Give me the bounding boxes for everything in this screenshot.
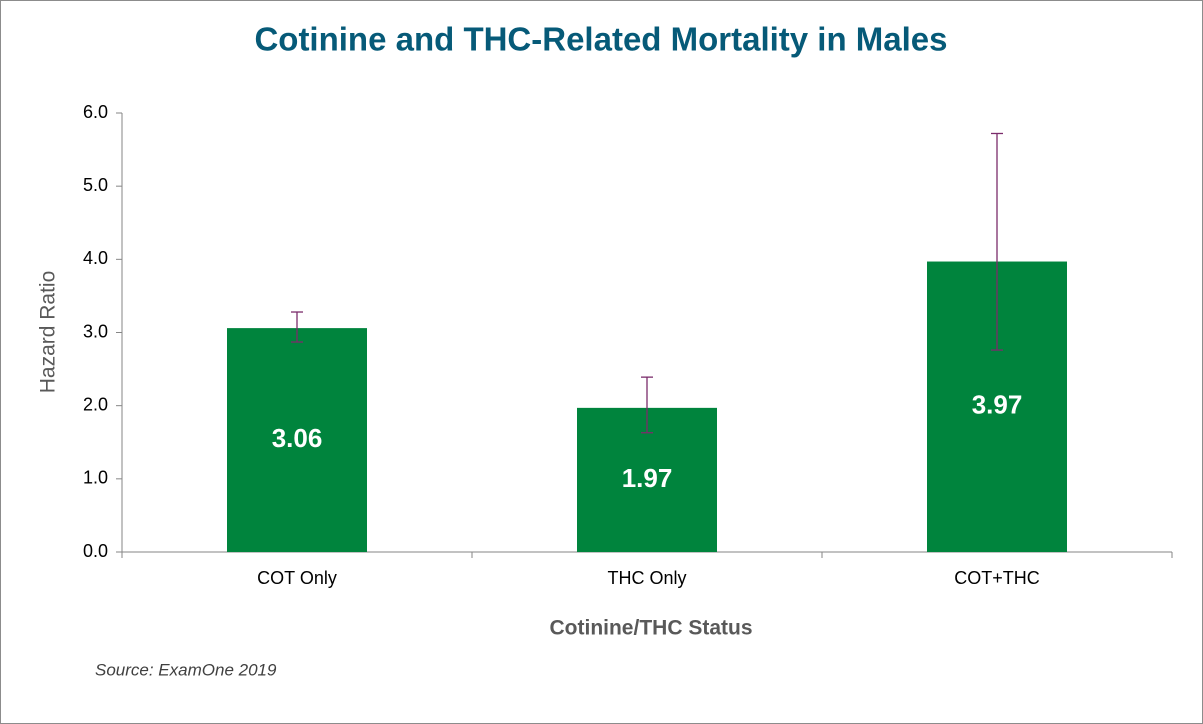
x-tick-label: COT+THC — [954, 568, 1040, 588]
y-axis-title: Hazard Ratio — [37, 271, 60, 394]
x-tick-label: THC Only — [607, 568, 686, 588]
x-tick-label: COT Only — [257, 568, 337, 588]
source-note: Source: ExamOne 2019 — [95, 660, 277, 679]
y-tick-label: 4.0 — [83, 248, 108, 268]
y-tick-label: 6.0 — [83, 102, 108, 122]
y-tick-label: 5.0 — [83, 175, 108, 195]
y-tick-label: 2.0 — [83, 394, 108, 414]
data-label: 3.06 — [272, 423, 323, 453]
data-label: 1.97 — [622, 463, 673, 493]
data-label: 3.97 — [972, 390, 1023, 420]
y-tick-label: 3.0 — [83, 321, 108, 341]
y-tick-label: 1.0 — [83, 468, 108, 488]
bar — [227, 328, 367, 552]
x-axis-title: Cotinine/THC Status — [550, 617, 753, 640]
y-tick-label: 0.0 — [83, 541, 108, 561]
chart-title: Cotinine and THC-Related Mortality in Ma… — [254, 21, 947, 58]
